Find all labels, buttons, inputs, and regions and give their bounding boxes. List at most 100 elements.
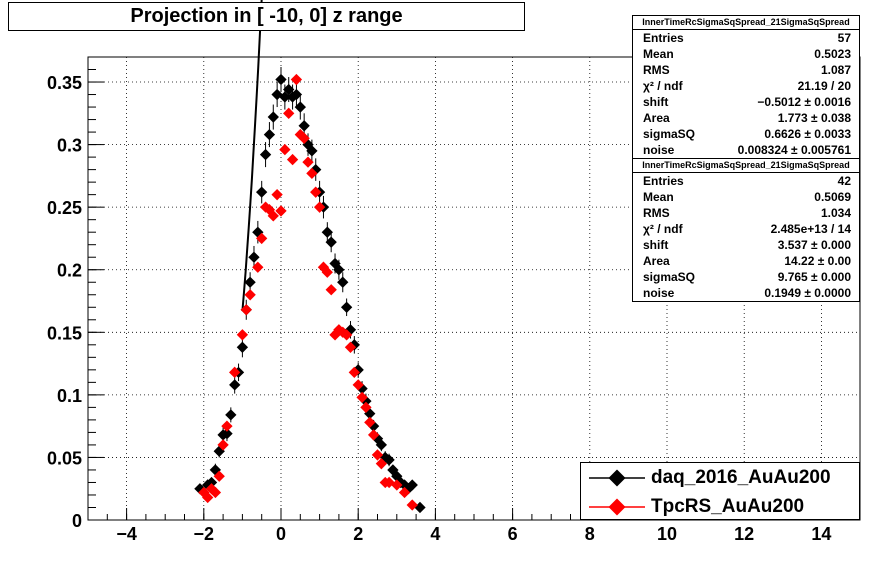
data-point <box>306 167 318 180</box>
data-point <box>325 236 337 248</box>
x-tick-label: 6 <box>508 524 518 544</box>
stats-label: Entries <box>643 174 684 188</box>
data-point <box>248 251 260 263</box>
stats-label: sigmaSQ <box>643 270 696 284</box>
stats-row: RMS 1.087 <box>633 62 859 78</box>
data-point <box>267 210 279 222</box>
data-point <box>275 73 287 86</box>
series-daq <box>194 67 426 514</box>
stats-label: noise <box>643 286 675 300</box>
x-tick-label: −4 <box>116 524 137 544</box>
fit-curve <box>241 0 263 312</box>
data-point <box>298 120 310 132</box>
x-tick-label: 12 <box>734 524 754 544</box>
stats-box-header: InnerTimeRcSigmaSqSpread_21SigmaSqSpread <box>633 159 859 173</box>
stats-value: −0.5012 ± 0.0016 <box>757 95 851 109</box>
stats-label: RMS <box>643 63 670 77</box>
stats-box-header: InnerTimeRcSigmaSqSpread_21SigmaSqSpread <box>633 16 859 30</box>
stats-label: RMS <box>643 206 670 220</box>
y-tick-label: 0.35 <box>47 73 82 93</box>
data-point <box>205 476 218 489</box>
stats-box-daq: InnerTimeRcSigmaSqSpread_21SigmaSqSpread… <box>632 15 860 159</box>
data-point <box>294 101 306 113</box>
data-point <box>275 205 287 217</box>
data-point <box>360 401 372 414</box>
data-point <box>340 329 353 341</box>
data-point <box>263 128 276 141</box>
stats-label: noise <box>643 143 675 157</box>
legend-label-tpcrs: TpcRS_AuAu200 <box>651 496 805 517</box>
data-point <box>321 226 333 238</box>
stats-value: 0.008324 ± 0.005761 <box>737 143 851 157</box>
y-tick-label: 0.15 <box>47 323 82 343</box>
legend-marker-daq <box>589 469 645 487</box>
x-tick-label: 0 <box>276 524 286 544</box>
stats-label: sigmaSQ <box>643 127 696 141</box>
y-tick-label: 0.2 <box>57 261 82 281</box>
y-tick-label: 0.3 <box>57 136 82 156</box>
x-tick-label: 10 <box>657 524 677 544</box>
stats-label: Entries <box>643 31 684 45</box>
data-point <box>236 329 249 341</box>
stats-row: Entries 57 <box>633 30 859 46</box>
stats-row: χ² / ndf 2.485e+13 / 14 <box>633 221 859 237</box>
stats-rows: Entries 42 Mean 0.5069 RMS 1.034 χ² / ndf 2.485… <box>633 173 859 301</box>
stats-value: 1.773 ± 0.038 <box>777 111 851 125</box>
stats-value: 0.6626 ± 0.0033 <box>764 127 851 141</box>
stats-row: RMS 1.034 <box>633 205 859 221</box>
data-point <box>321 266 333 278</box>
data-point <box>244 289 256 301</box>
stats-box-tpcrs: InnerTimeRcSigmaSqSpread_21SigmaSqSpread… <box>632 158 860 302</box>
data-point <box>391 479 403 491</box>
legend: daq_2016_AuAu200 TpcRS_AuAu200 <box>580 462 860 520</box>
data-point <box>306 145 318 157</box>
data-point <box>259 148 272 161</box>
stats-label: Mean <box>643 190 674 204</box>
data-point <box>375 439 388 451</box>
data-point <box>364 416 376 429</box>
stats-row: Area 14.22 ± 0.00 <box>633 253 859 269</box>
stats-value: 1.087 <box>820 63 851 77</box>
series-tpcrs <box>198 73 418 511</box>
stats-value: 1.034 <box>820 206 851 220</box>
x-tick-label: 2 <box>353 524 363 544</box>
stats-row: Mean 0.5069 <box>633 189 859 205</box>
stats-label: Mean <box>643 47 674 61</box>
stats-row: χ² / ndf 21.19 / 20 <box>633 78 859 94</box>
stats-rows: Entries 57 Mean 0.5023 RMS 1.087 χ² / ndf 21.19… <box>633 30 859 158</box>
stats-row: Mean 0.5023 <box>633 46 859 62</box>
stats-value: 0.1949 ± 0.0000 <box>764 286 851 300</box>
stats-label: shift <box>643 238 669 252</box>
data-point <box>310 186 322 198</box>
stats-value: 2.485e+13 / 14 <box>770 222 851 236</box>
stats-row: noise 0.008324 ± 0.005761 <box>633 142 859 158</box>
data-point <box>398 486 411 499</box>
stats-value: 0.5023 <box>814 47 851 61</box>
data-point <box>213 470 225 482</box>
fit-curves <box>241 0 263 312</box>
data-point <box>352 379 364 391</box>
stats-value: 42 <box>837 174 851 188</box>
data-point <box>290 73 303 86</box>
y-tick-label: 0.05 <box>47 448 82 468</box>
stats-row: Area 1.773 ± 0.038 <box>633 110 859 126</box>
data-point <box>252 261 264 273</box>
x-tick-label: 14 <box>811 524 831 544</box>
data-point <box>271 189 283 201</box>
legend-entry-daq: daq_2016_AuAu200 <box>581 463 859 492</box>
x-tick-label: 8 <box>585 524 595 544</box>
y-tick-label: 0 <box>72 511 82 531</box>
data-point <box>344 341 357 353</box>
stats-label: shift <box>643 95 669 109</box>
stats-label: Area <box>643 254 670 268</box>
data-point <box>225 409 237 421</box>
stats-value: 3.537 ± 0.000 <box>777 238 851 252</box>
data-series <box>194 67 426 514</box>
stats-value: 57 <box>837 31 851 45</box>
data-point <box>383 454 395 466</box>
data-point <box>367 429 380 441</box>
stats-label: Area <box>643 111 670 125</box>
data-point <box>217 439 229 451</box>
stats-row: Entries 42 <box>633 173 859 189</box>
